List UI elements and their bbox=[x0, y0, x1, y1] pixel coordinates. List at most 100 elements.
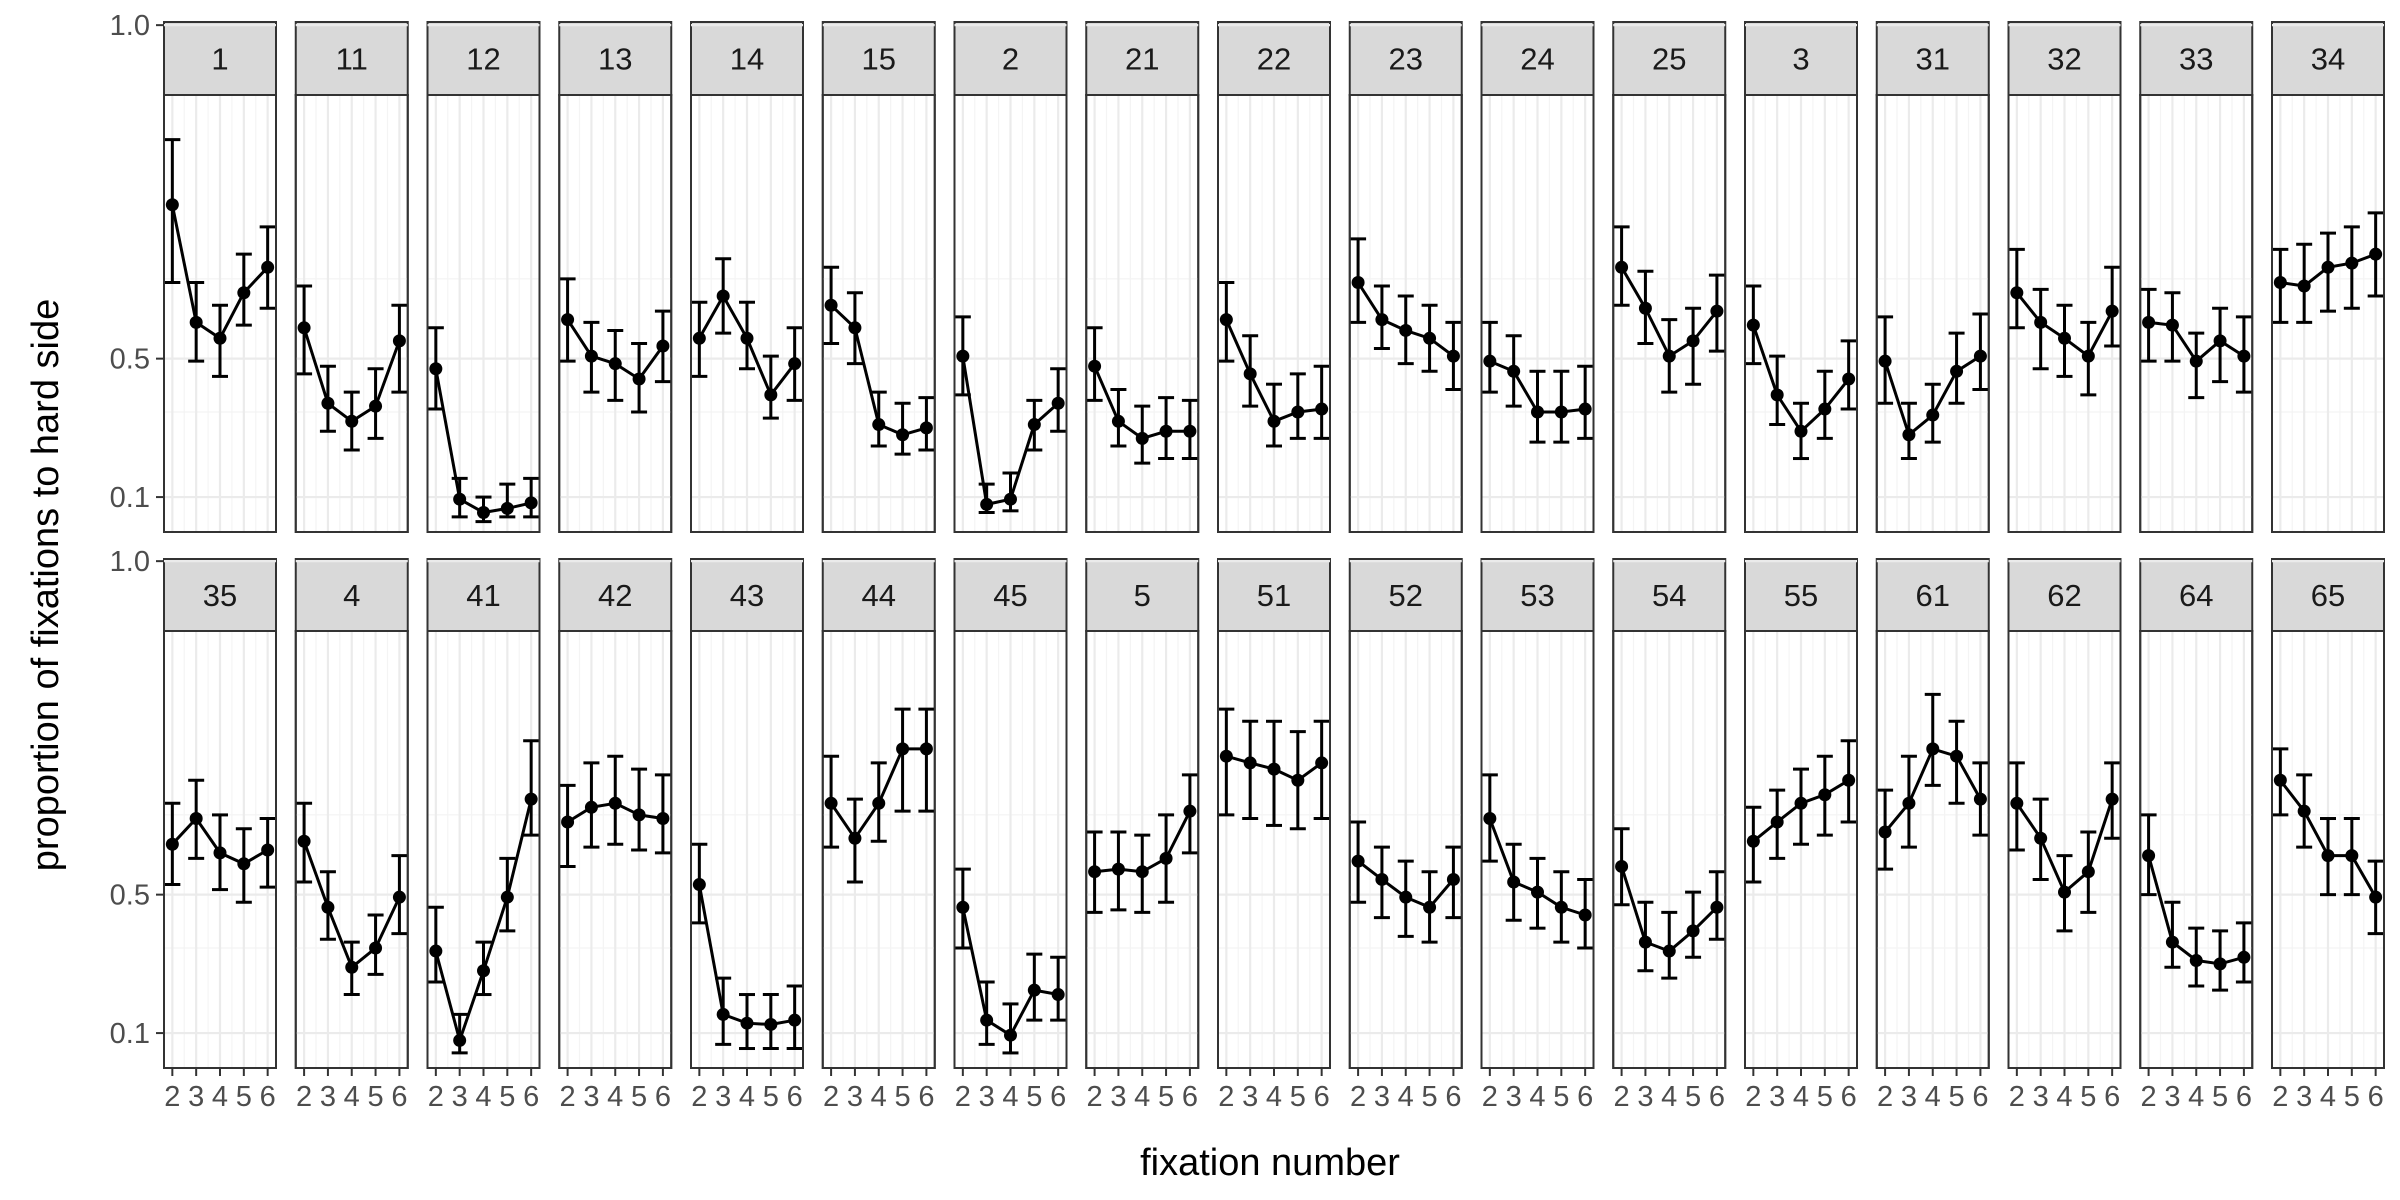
x-tick-label: 6 bbox=[787, 1081, 803, 1113]
data-point bbox=[656, 339, 670, 353]
x-tick-label: 4 bbox=[2056, 1081, 2072, 1113]
data-point bbox=[1554, 900, 1568, 914]
facet-strip bbox=[1085, 21, 1200, 96]
panel-border bbox=[2139, 94, 2254, 533]
data-point bbox=[1088, 359, 1102, 373]
x-tick-label: 5 bbox=[1026, 1081, 1042, 1113]
x-tick-label: 5 bbox=[895, 1081, 911, 1113]
x-tick-label: 4 bbox=[212, 1081, 228, 1113]
data-point bbox=[584, 349, 598, 363]
error-bar bbox=[1924, 692, 1941, 787]
data-point bbox=[2369, 247, 2383, 261]
panel-border bbox=[1085, 94, 1200, 533]
data-point bbox=[872, 418, 886, 432]
facet-label: 35 bbox=[203, 578, 237, 613]
facet-panel: 13 bbox=[558, 21, 673, 533]
facet-label: 1 bbox=[211, 42, 228, 77]
data-point bbox=[1818, 402, 1832, 416]
facet-strip bbox=[1217, 21, 1331, 96]
facet-label: 22 bbox=[1257, 42, 1291, 77]
data-point bbox=[1027, 983, 1041, 997]
x-tick-label: 6 bbox=[260, 1081, 276, 1113]
facet-strip bbox=[1480, 558, 1595, 632]
data-point bbox=[561, 815, 575, 829]
y-tick-label: 1.0 bbox=[110, 10, 150, 42]
x-tick-label: 6 bbox=[1841, 1081, 1857, 1113]
error-bar bbox=[1577, 364, 1594, 440]
facet-label: 12 bbox=[466, 42, 500, 77]
facet-panel: 452 3 4 5 6 bbox=[953, 558, 1068, 1113]
facet-strip bbox=[558, 21, 673, 96]
data-point bbox=[848, 831, 862, 845]
data-point bbox=[477, 506, 490, 520]
x-tick-label: 3 bbox=[2033, 1081, 2049, 1113]
facet-panel: 12 bbox=[426, 21, 541, 533]
data-point bbox=[524, 792, 538, 806]
data-point bbox=[392, 334, 406, 348]
data-point bbox=[1902, 796, 1916, 810]
data-point bbox=[2369, 890, 2383, 904]
x-tick-label: 3 bbox=[2164, 1081, 2180, 1113]
facet-strip bbox=[163, 21, 277, 96]
facet-panel: 53 2 3 4 5 6 bbox=[1480, 558, 1595, 1113]
data-point bbox=[1135, 431, 1149, 445]
data-point bbox=[656, 812, 670, 826]
facet-label: 54 bbox=[1652, 578, 1686, 613]
facet-panel: 65 2 3 4 5 6 bbox=[2271, 558, 2385, 1113]
facet-panel: 3 bbox=[1744, 21, 1858, 533]
data-point bbox=[2081, 349, 2095, 363]
x-tick-label: 6 bbox=[1709, 1081, 1725, 1113]
y-tick-label: 0.5 bbox=[110, 880, 150, 912]
x-tick-label: 4 bbox=[1793, 1081, 1809, 1113]
facet-panel: 44 2 3 4 5 6 bbox=[821, 558, 936, 1113]
facet-panel: 21 bbox=[1085, 21, 1200, 533]
panel-border bbox=[2271, 94, 2385, 533]
data-point bbox=[716, 1007, 730, 1021]
data-point bbox=[297, 834, 311, 848]
error-bar bbox=[1313, 364, 1330, 440]
x-tick-label: 3 bbox=[979, 1081, 995, 1113]
data-point bbox=[1926, 742, 1940, 756]
data-point bbox=[1159, 851, 1173, 865]
x-tick-label: 6 bbox=[1050, 1081, 1066, 1113]
panel-border bbox=[1612, 94, 1727, 533]
data-point bbox=[1554, 405, 1568, 419]
data-point bbox=[1746, 834, 1760, 848]
x-tick-label: 4 bbox=[1002, 1081, 1018, 1113]
error-bar bbox=[2164, 900, 2181, 969]
facet-panel: 51 2 3 4 5 6 bbox=[1217, 558, 1331, 1113]
data-point bbox=[2213, 957, 2227, 971]
facet-panel: 61 2 3 4 5 6 bbox=[1875, 558, 1990, 1113]
x-tick-label: 5 bbox=[1553, 1081, 1569, 1113]
data-point bbox=[2321, 260, 2335, 274]
error-bar bbox=[1002, 1002, 1019, 1055]
x-tick-label: 5 bbox=[763, 1081, 779, 1113]
data-point bbox=[1746, 318, 1760, 332]
x-tick-label: 5 bbox=[1158, 1081, 1174, 1113]
x-tick-label: 3 bbox=[1901, 1081, 1917, 1113]
facet-label: 5 bbox=[1134, 578, 1151, 613]
data-point bbox=[2321, 849, 2335, 863]
facet-strip bbox=[2007, 558, 2122, 632]
facet-label: 42 bbox=[598, 578, 632, 613]
facet-panel: 11 bbox=[294, 21, 409, 533]
facet-label: 41 bbox=[466, 578, 500, 613]
data-point bbox=[692, 878, 706, 892]
x-tick-label: 4 bbox=[344, 1081, 360, 1113]
panel-border bbox=[953, 94, 1068, 533]
facet-panel: 52 3 4 5 6 bbox=[1085, 558, 1200, 1113]
x-tick-label: 2 bbox=[560, 1081, 576, 1113]
data-point bbox=[2213, 334, 2227, 348]
facet-strip bbox=[294, 21, 409, 96]
panel-border bbox=[2007, 94, 2122, 533]
error-bar bbox=[2032, 287, 2049, 371]
facet-panel: 34 bbox=[2271, 21, 2385, 533]
data-point bbox=[764, 1017, 778, 1031]
data-point bbox=[1578, 908, 1592, 922]
data-point bbox=[1399, 890, 1413, 904]
data-point bbox=[1027, 418, 1041, 432]
x-tick-label: 5 bbox=[1817, 1081, 1833, 1113]
y-tick-label: 0.1 bbox=[110, 1018, 150, 1050]
x-tick-label: 5 bbox=[499, 1081, 515, 1113]
